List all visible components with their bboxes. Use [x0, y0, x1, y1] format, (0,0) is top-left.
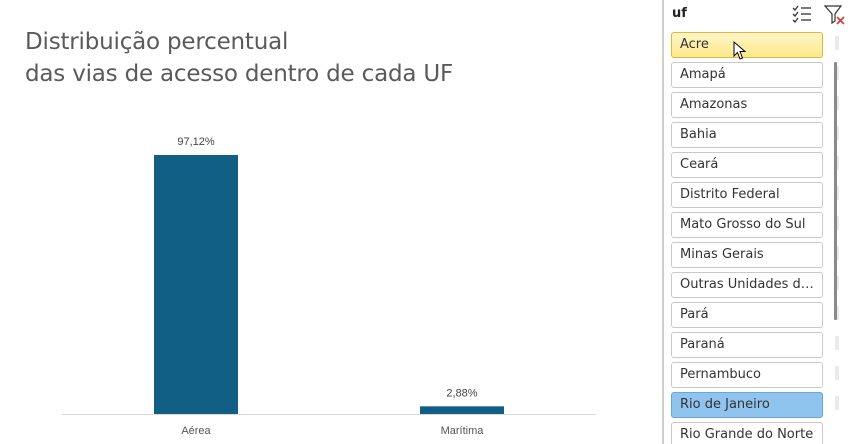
slicer-item[interactable]: Acre — [671, 32, 823, 58]
scrollbar-stripe — [835, 396, 839, 410]
category-tick-label: Aérea — [181, 425, 211, 437]
slicer-scroll-thumb[interactable] — [834, 62, 837, 320]
uf-slicer: uf Acre Amapá Amazonas Bahia Ceará Distrito F… — [664, 0, 854, 444]
slicer-item[interactable]: Amapá — [671, 62, 823, 88]
slicer-item[interactable]: Paraná — [671, 332, 823, 358]
slicer-header: uf — [664, 0, 854, 28]
bar-maritima[interactable] — [420, 406, 504, 414]
scrollbar-stripe — [835, 336, 839, 350]
mouse-cursor-icon — [733, 41, 747, 61]
data-label: 97,12% — [177, 136, 215, 148]
bar-chart: 97,12% Aérea 2,88% Marítima — [0, 0, 660, 444]
clear-filter-icon[interactable] — [824, 5, 846, 30]
category-tick-label: Marítima — [441, 425, 485, 437]
slicer-title: uf — [672, 6, 687, 21]
scrollbar-stripe — [835, 366, 839, 380]
data-label: 2,88% — [446, 387, 477, 399]
multi-select-icon[interactable] — [792, 5, 812, 28]
slicer-item-list: Acre Amapá Amazonas Bahia Ceará Distrito Fede… — [671, 32, 823, 444]
bar-aerea[interactable] — [154, 155, 238, 414]
slicer-item[interactable]: Outras Unidades da Federação — [671, 272, 823, 298]
slicer-item[interactable]: Mato Grosso do Sul — [671, 212, 823, 238]
chart-panel: Distribuição percentual das vias de aces… — [0, 0, 660, 444]
slicer-item[interactable]: Pernambuco — [671, 362, 823, 388]
slicer-item[interactable]: Pará — [671, 302, 823, 328]
slicer-item[interactable]: Distrito Federal — [671, 182, 823, 208]
slicer-item[interactable]: Rio Grande do Norte — [671, 422, 823, 444]
scrollbar-stripe — [835, 36, 839, 50]
slicer-item[interactable]: Minas Gerais — [671, 242, 823, 268]
slicer-item[interactable]: Bahia — [671, 122, 823, 148]
slicer-item[interactable]: Amazonas — [671, 92, 823, 118]
slicer-item[interactable]: Ceará — [671, 152, 823, 178]
slicer-item[interactable]: Rio de Janeiro — [671, 392, 823, 418]
